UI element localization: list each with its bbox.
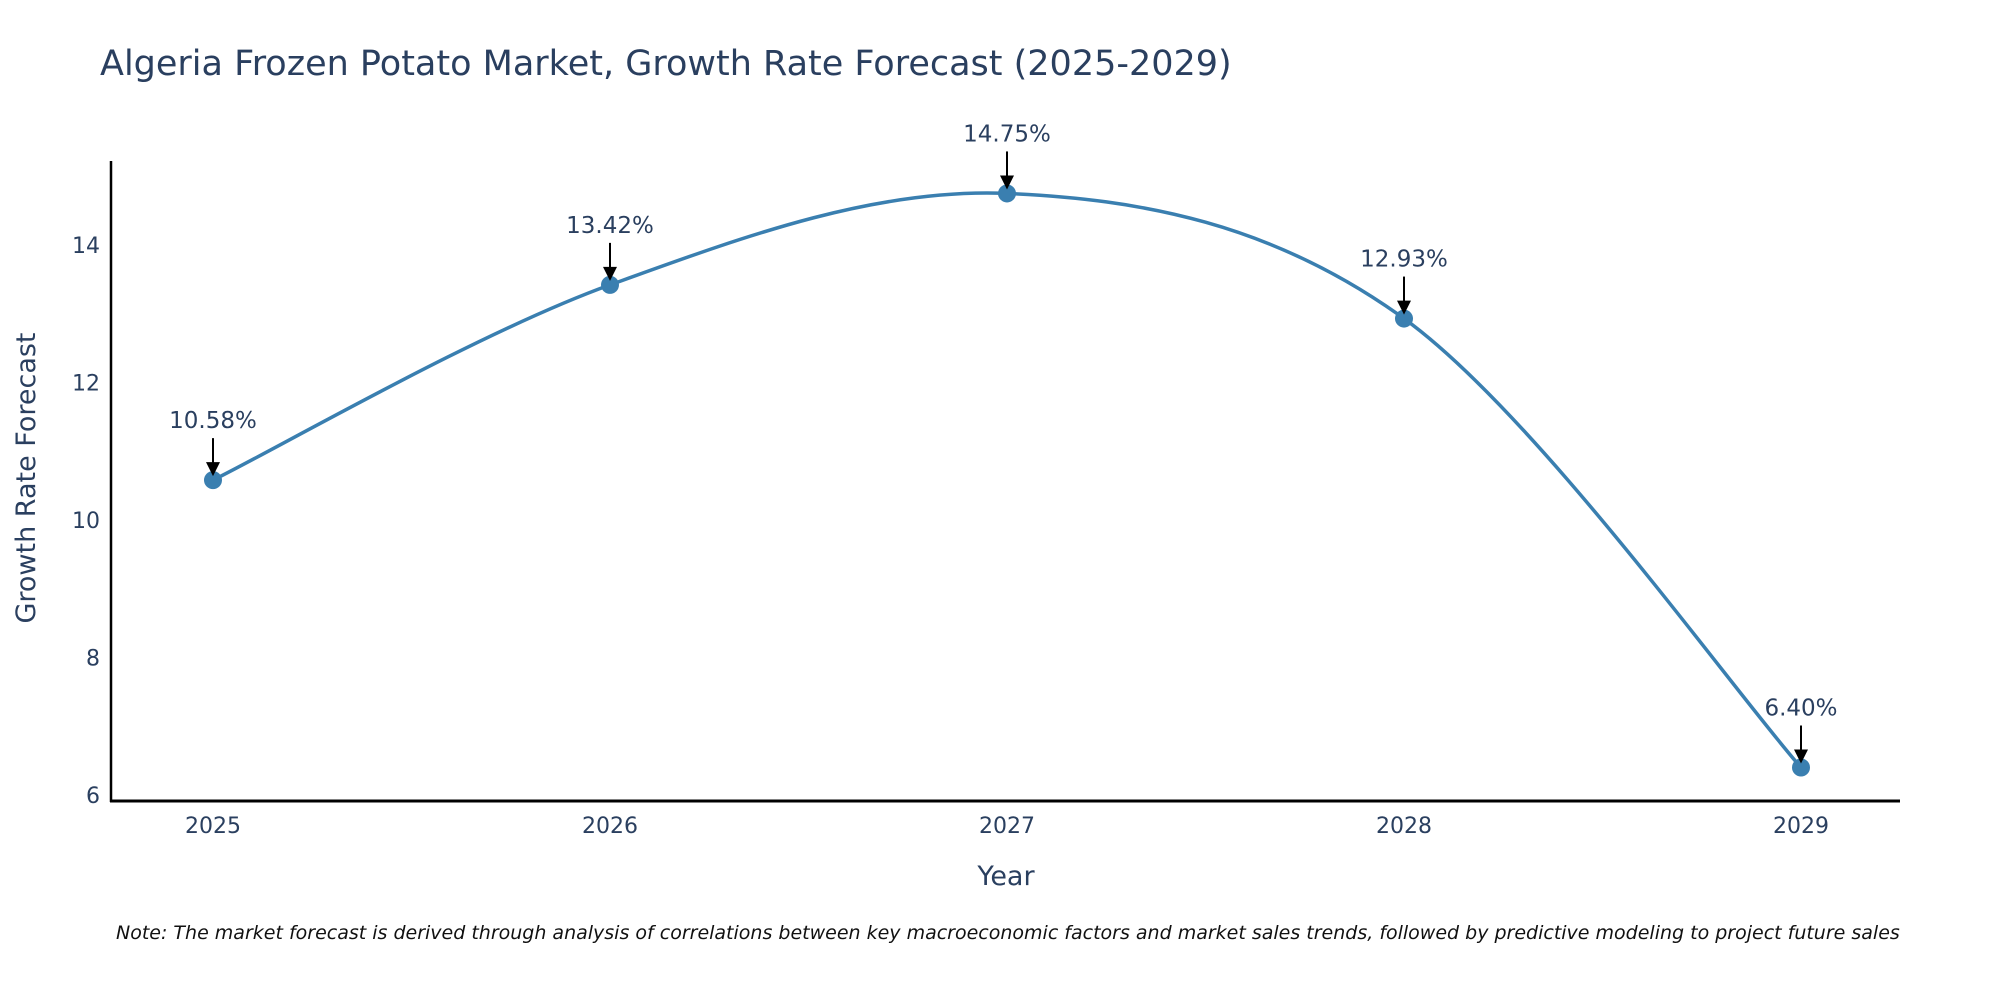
data-point: [1395, 309, 1413, 328]
annotation-arrow-head: [603, 266, 617, 281]
data-point: [601, 275, 619, 294]
y-tick-label: 12: [72, 372, 100, 397]
y-tick-label: 14: [72, 234, 100, 259]
series-line: [212, 191, 1803, 769]
chart-title: Algeria Frozen Potato Market, Growth Rat…: [100, 44, 1232, 84]
x-tick-label: 2028: [1376, 814, 1432, 839]
data-label: 6.40%: [1764, 696, 1837, 722]
x-tick-label: 2029: [1773, 814, 1829, 839]
annotation-arrow-head: [1397, 300, 1411, 315]
y-tick-label: 10: [72, 509, 100, 534]
data-label: 10.58%: [169, 408, 257, 434]
annotation-arrow-head: [1794, 749, 1808, 764]
x-tick-label: 2026: [582, 814, 638, 839]
x-tick-label: 2027: [979, 814, 1035, 839]
data-label: 12.93%: [1360, 247, 1448, 273]
x-tick-label: 2025: [185, 814, 241, 839]
x-axis-title: Year: [976, 861, 1035, 892]
y-tick-label: 6: [86, 784, 100, 809]
y-axis-title: Growth Rate Forecast: [11, 332, 42, 623]
data-label: 13.42%: [566, 213, 654, 239]
data-label: 14.75%: [963, 121, 1051, 147]
annotation-arrow-head: [206, 462, 220, 477]
annotation-arrow-head: [1000, 175, 1014, 190]
footnote: Note: The market forecast is derived thr…: [116, 922, 1900, 944]
data-point: [204, 471, 222, 490]
data-point: [998, 184, 1016, 203]
data-point: [1792, 758, 1810, 777]
y-tick-label: 8: [86, 647, 100, 672]
